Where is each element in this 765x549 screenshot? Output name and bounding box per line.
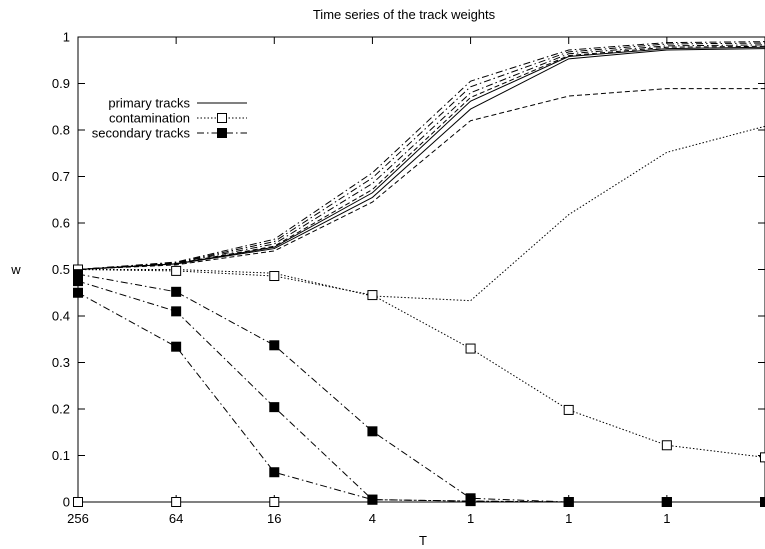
data-point-open-square: [217, 113, 227, 123]
series-contamination: [73, 497, 280, 507]
series-primary-tracks: [77, 45, 765, 270]
series-line: [77, 88, 765, 270]
y-tick-label: 0.9: [52, 76, 70, 91]
legend-item: primary tracks: [108, 96, 247, 111]
series-line: [77, 45, 765, 270]
series-primary-tracks: [77, 41, 765, 270]
series-primary-tracks: [77, 44, 765, 270]
data-point-filled-square: [73, 276, 83, 287]
y-tick-label: 0.7: [52, 169, 70, 184]
x-tick-label: 1: [467, 511, 474, 526]
data-point-open-square: [269, 271, 280, 282]
legend-label: contamination: [109, 111, 190, 126]
y-tick-label: 0.5: [52, 262, 70, 277]
data-point-filled-square: [465, 496, 476, 507]
x-tick-label: 1: [565, 511, 572, 526]
data-point-filled-square: [269, 467, 280, 478]
y-tick-label: 0.8: [52, 123, 70, 138]
data-point-open-square: [73, 497, 83, 507]
data-point-filled-square: [73, 287, 83, 298]
y-tick-label: 0.2: [52, 402, 70, 417]
y-tick-label: 0.3: [52, 355, 70, 370]
legend-item: contamination: [109, 111, 247, 126]
series-primary-tracks: [77, 46, 765, 270]
series-layer: [73, 41, 765, 507]
data-point-filled-square: [760, 497, 765, 507]
data-point-open-square: [465, 343, 476, 354]
series-line: [77, 44, 765, 270]
y-tick-label: 0: [63, 495, 70, 510]
chart-title: Time series of the track weights: [313, 7, 496, 22]
data-point-filled-square: [217, 128, 227, 138]
x-tick-label: 1: [663, 511, 670, 526]
x-tick-label: 64: [169, 511, 183, 526]
data-point-open-square: [367, 290, 378, 301]
x-tick-label: 16: [267, 511, 281, 526]
data-point-filled-square: [269, 340, 280, 351]
data-point-open-square: [171, 265, 182, 276]
series-secondary-tracks: [73, 276, 765, 507]
series-primary-tracks: [77, 48, 765, 270]
y-tick-label: 0.4: [52, 309, 70, 324]
series-line: [77, 269, 765, 458]
series-primary-tracks: [77, 88, 765, 270]
series-line: [77, 48, 765, 270]
data-point-filled-square: [367, 426, 378, 437]
legend-item: secondary tracks: [92, 126, 247, 141]
y-tick-label: 0.6: [52, 216, 70, 231]
series-line: [77, 292, 765, 503]
series-line: [77, 42, 765, 270]
x-tick-label: 256: [67, 511, 89, 526]
series-line: [77, 41, 765, 270]
axes: 0 0.1 0.2 0.3 0.4 0.5 0.6 0.7 0.8 0.9 1 256 64 16 4 1 1 1: [52, 30, 765, 526]
data-point-filled-square: [269, 402, 280, 413]
data-point-filled-square: [171, 306, 182, 317]
data-point-open-square: [661, 440, 672, 451]
legend-label: secondary tracks: [92, 126, 191, 141]
data-point-open-square: [563, 404, 574, 415]
y-axis-label: w: [10, 262, 21, 277]
y-tick-label: 1: [63, 30, 70, 45]
series-secondary-tracks: [73, 269, 765, 507]
x-axis-label: T: [419, 533, 427, 548]
data-point-filled-square: [171, 341, 182, 352]
series-secondary-tracks: [73, 287, 765, 507]
data-point-open-square: [171, 497, 182, 507]
data-point-open-square: [269, 497, 280, 507]
data-point-filled-square: [367, 494, 378, 505]
series-primary-tracks: [77, 42, 765, 270]
x-tick-label: 4: [369, 511, 376, 526]
data-point-filled-square: [171, 286, 182, 297]
data-point-filled-square: [563, 497, 574, 507]
series-line: [77, 46, 765, 270]
data-point-filled-square: [661, 497, 672, 507]
y-tick-label: 0.1: [52, 448, 70, 463]
legend-label: primary tracks: [108, 96, 190, 111]
data-point-open-square: [760, 452, 765, 463]
